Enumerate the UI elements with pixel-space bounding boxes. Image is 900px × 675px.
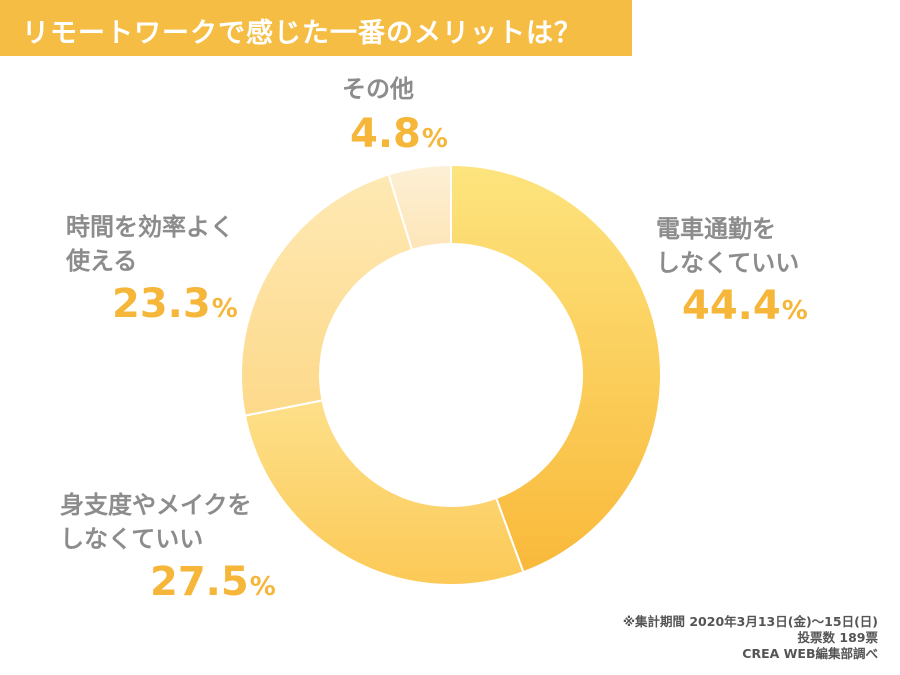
slice-other <box>387 163 452 252</box>
slice-unit-other: % <box>421 124 448 154</box>
slice-percent-commute: 44.4% <box>682 282 808 335</box>
footnote-source: CREA WEB編集部調べ <box>742 646 878 661</box>
slice-percent-makeup: 27.5% <box>150 558 276 611</box>
slice-label-makeup: 身支度やメイクを しなくていい <box>60 488 252 556</box>
slice-label-efficiency: 時間を効率よく 使える <box>66 210 234 278</box>
slice-label-makeup-line1: 身支度やメイクを <box>60 491 252 519</box>
footnote: ※集計期間 2020年3月13日(金)～15日(日) 投票数 189票 CREA… <box>478 614 878 662</box>
slice-value-commute: 44.4 <box>682 283 781 329</box>
slice-commute <box>450 163 662 574</box>
slice-label-commute-line2: しなくていい <box>656 249 800 277</box>
footnote-period: ※集計期間 2020年3月13日(金)～15日(日) <box>622 614 878 629</box>
slice-unit-commute: % <box>781 296 808 326</box>
slice-makeup <box>243 399 525 586</box>
slice-percent-other: 4.8% <box>350 110 448 163</box>
donut-slices <box>240 163 662 586</box>
slice-label-makeup-line2: しなくていい <box>60 525 204 553</box>
slice-value-efficiency: 23.3 <box>112 281 211 327</box>
slice-percent-efficiency: 23.3% <box>112 280 238 333</box>
slice-efficiency <box>240 173 414 417</box>
slice-label-efficiency-line1: 時間を効率よく <box>66 213 234 241</box>
footnote-votes: 投票数 189票 <box>797 630 878 645</box>
slice-label-other: その他 <box>342 72 414 106</box>
slice-value-makeup: 27.5 <box>150 559 249 605</box>
slice-unit-efficiency: % <box>211 294 238 324</box>
slice-label-commute: 電車通勤を しなくていい <box>656 212 799 280</box>
slice-unit-makeup: % <box>249 572 276 602</box>
slice-label-commute-line1: 電車通勤を <box>656 215 776 243</box>
title-banner: リモートワークで感じた一番のメリットは？ <box>0 0 632 56</box>
slice-label-other-line1: その他 <box>342 75 414 103</box>
slice-value-other: 4.8 <box>350 111 421 157</box>
chart-title: リモートワークで感じた一番のメリットは？ <box>22 18 582 49</box>
slice-label-efficiency-line2: 使える <box>66 247 138 275</box>
